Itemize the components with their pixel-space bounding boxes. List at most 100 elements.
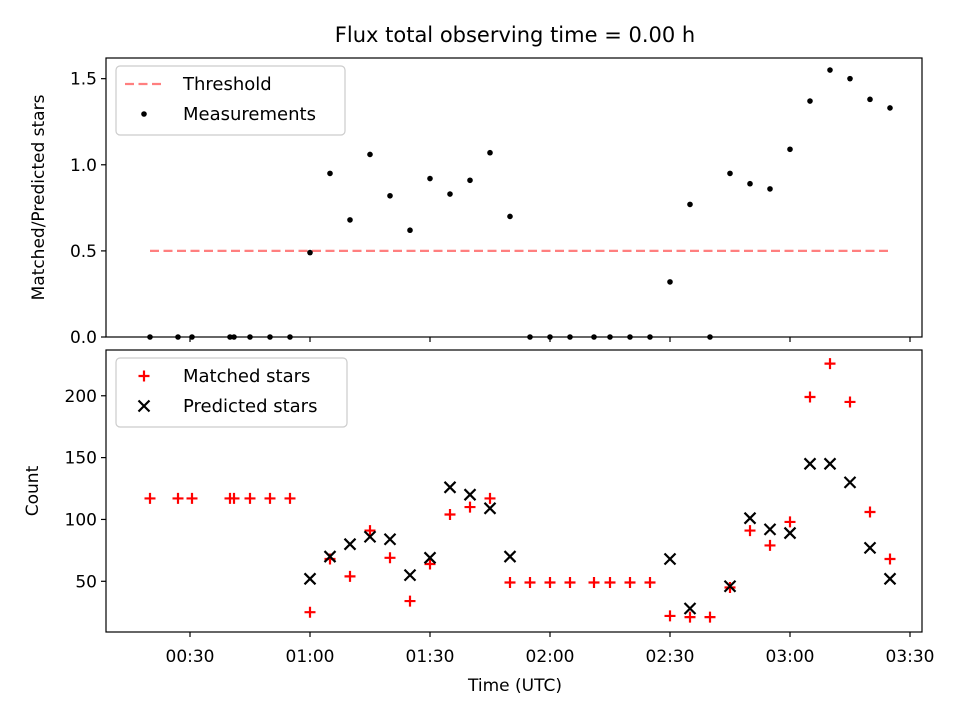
measurement-point — [747, 180, 753, 187]
measurement-point — [447, 191, 453, 197]
x-tick-label: 03:00 — [766, 647, 815, 667]
x-tick-label: 02:30 — [646, 647, 695, 667]
predicted-point — [883, 572, 897, 586]
predicted-point — [137, 399, 151, 413]
matched-point — [804, 391, 816, 403]
x-tick-label: 02:00 — [526, 647, 575, 667]
matched-point — [588, 577, 600, 589]
measurement-point — [827, 67, 833, 73]
measurement-point — [591, 334, 597, 340]
matched-point — [604, 577, 616, 589]
matched-point — [884, 553, 896, 565]
legend-label: Matched stars — [183, 366, 310, 387]
measurement-point — [807, 98, 813, 104]
matched-point — [744, 525, 756, 537]
x-tick-label: 03:30 — [886, 647, 935, 667]
matched-point — [504, 577, 516, 589]
predicted-point — [663, 552, 677, 566]
measurement-point — [427, 175, 433, 182]
y-tick-label: 0.0 — [70, 328, 97, 348]
predicted-point — [823, 457, 837, 471]
matched-point — [444, 509, 456, 520]
measurement-point — [867, 96, 873, 103]
matched-point — [484, 492, 496, 504]
measurement-point — [267, 334, 273, 340]
matched-point — [424, 558, 436, 570]
measurement-point — [407, 227, 413, 234]
matched-point — [464, 501, 476, 513]
matched-point — [172, 492, 184, 504]
matched-point — [624, 577, 636, 589]
legend: Threshold Measurements — [115, 65, 346, 136]
predicted-point — [483, 502, 497, 515]
predicted-point — [423, 551, 437, 565]
predicted-point — [323, 550, 337, 563]
measurement-point — [487, 149, 493, 156]
matched-point — [304, 606, 316, 618]
matched-point — [564, 577, 576, 589]
y-tick-label: 100 — [65, 510, 97, 530]
matched-point — [144, 492, 156, 504]
measurement-point — [387, 192, 393, 199]
matched-point — [524, 577, 536, 589]
measurement-point — [687, 201, 693, 208]
top-panel: 0.0 0.5 1.0 1.5 Matched/Predicted stars Thres… — [29, 57, 923, 348]
measurement-point — [175, 334, 181, 340]
matched-point — [664, 610, 676, 622]
matched-point — [864, 506, 876, 518]
measurement-point — [227, 334, 233, 340]
measurement-point — [347, 217, 353, 223]
y-tick-label: 50 — [75, 572, 97, 592]
y-tick-label: 0.5 — [70, 242, 97, 262]
matched-point — [404, 595, 416, 607]
predicted-point — [503, 550, 517, 563]
predicted-point — [843, 476, 857, 489]
matched-point — [684, 611, 696, 623]
measurement-point — [847, 75, 853, 82]
measurement-point — [507, 213, 513, 220]
measurement-point — [787, 146, 793, 153]
measurement-point — [627, 334, 633, 340]
measurement-point — [247, 334, 253, 340]
measurement-point — [727, 170, 733, 177]
measurement-point — [467, 177, 473, 184]
matched-point — [138, 370, 150, 382]
x-tick-label: 00:30 — [166, 647, 215, 667]
plot-frame — [105, 349, 923, 633]
predicted-point — [383, 532, 397, 546]
predicted-point — [803, 457, 817, 471]
predicted-point — [723, 579, 737, 593]
measurement-point — [147, 334, 153, 340]
predicted-point — [783, 526, 797, 540]
measurement-point — [547, 334, 553, 340]
measurement-point — [527, 334, 533, 340]
predicted-point — [343, 537, 357, 551]
matched-point — [644, 577, 656, 589]
predicted-point — [743, 511, 757, 525]
predicted-point — [363, 530, 377, 544]
measurement-point — [189, 334, 195, 340]
matched-point — [364, 525, 376, 537]
measurement-point — [647, 334, 653, 340]
y-axis-label: Count — [23, 465, 43, 516]
measurement-point — [141, 111, 147, 117]
y-tick-label: 150 — [65, 449, 97, 469]
matched-point — [284, 492, 296, 504]
measurement-point — [667, 279, 673, 285]
measurement-point — [887, 105, 893, 111]
matched-point — [544, 577, 556, 589]
predicted-point — [443, 481, 457, 494]
matched-point — [244, 492, 256, 504]
matched-point — [384, 552, 396, 564]
x-tick-label: 01:30 — [406, 647, 455, 667]
y-tick-label: 1.0 — [70, 156, 97, 176]
x-axis-label: Time (UTC) — [467, 676, 562, 696]
measurement-point — [567, 334, 573, 340]
predicted-point — [463, 488, 477, 501]
matched-point — [844, 396, 856, 408]
measurement-point — [367, 151, 373, 158]
matched-point — [264, 492, 276, 504]
x-tick-label: 01:00 — [286, 647, 335, 667]
measurement-point — [767, 186, 773, 192]
